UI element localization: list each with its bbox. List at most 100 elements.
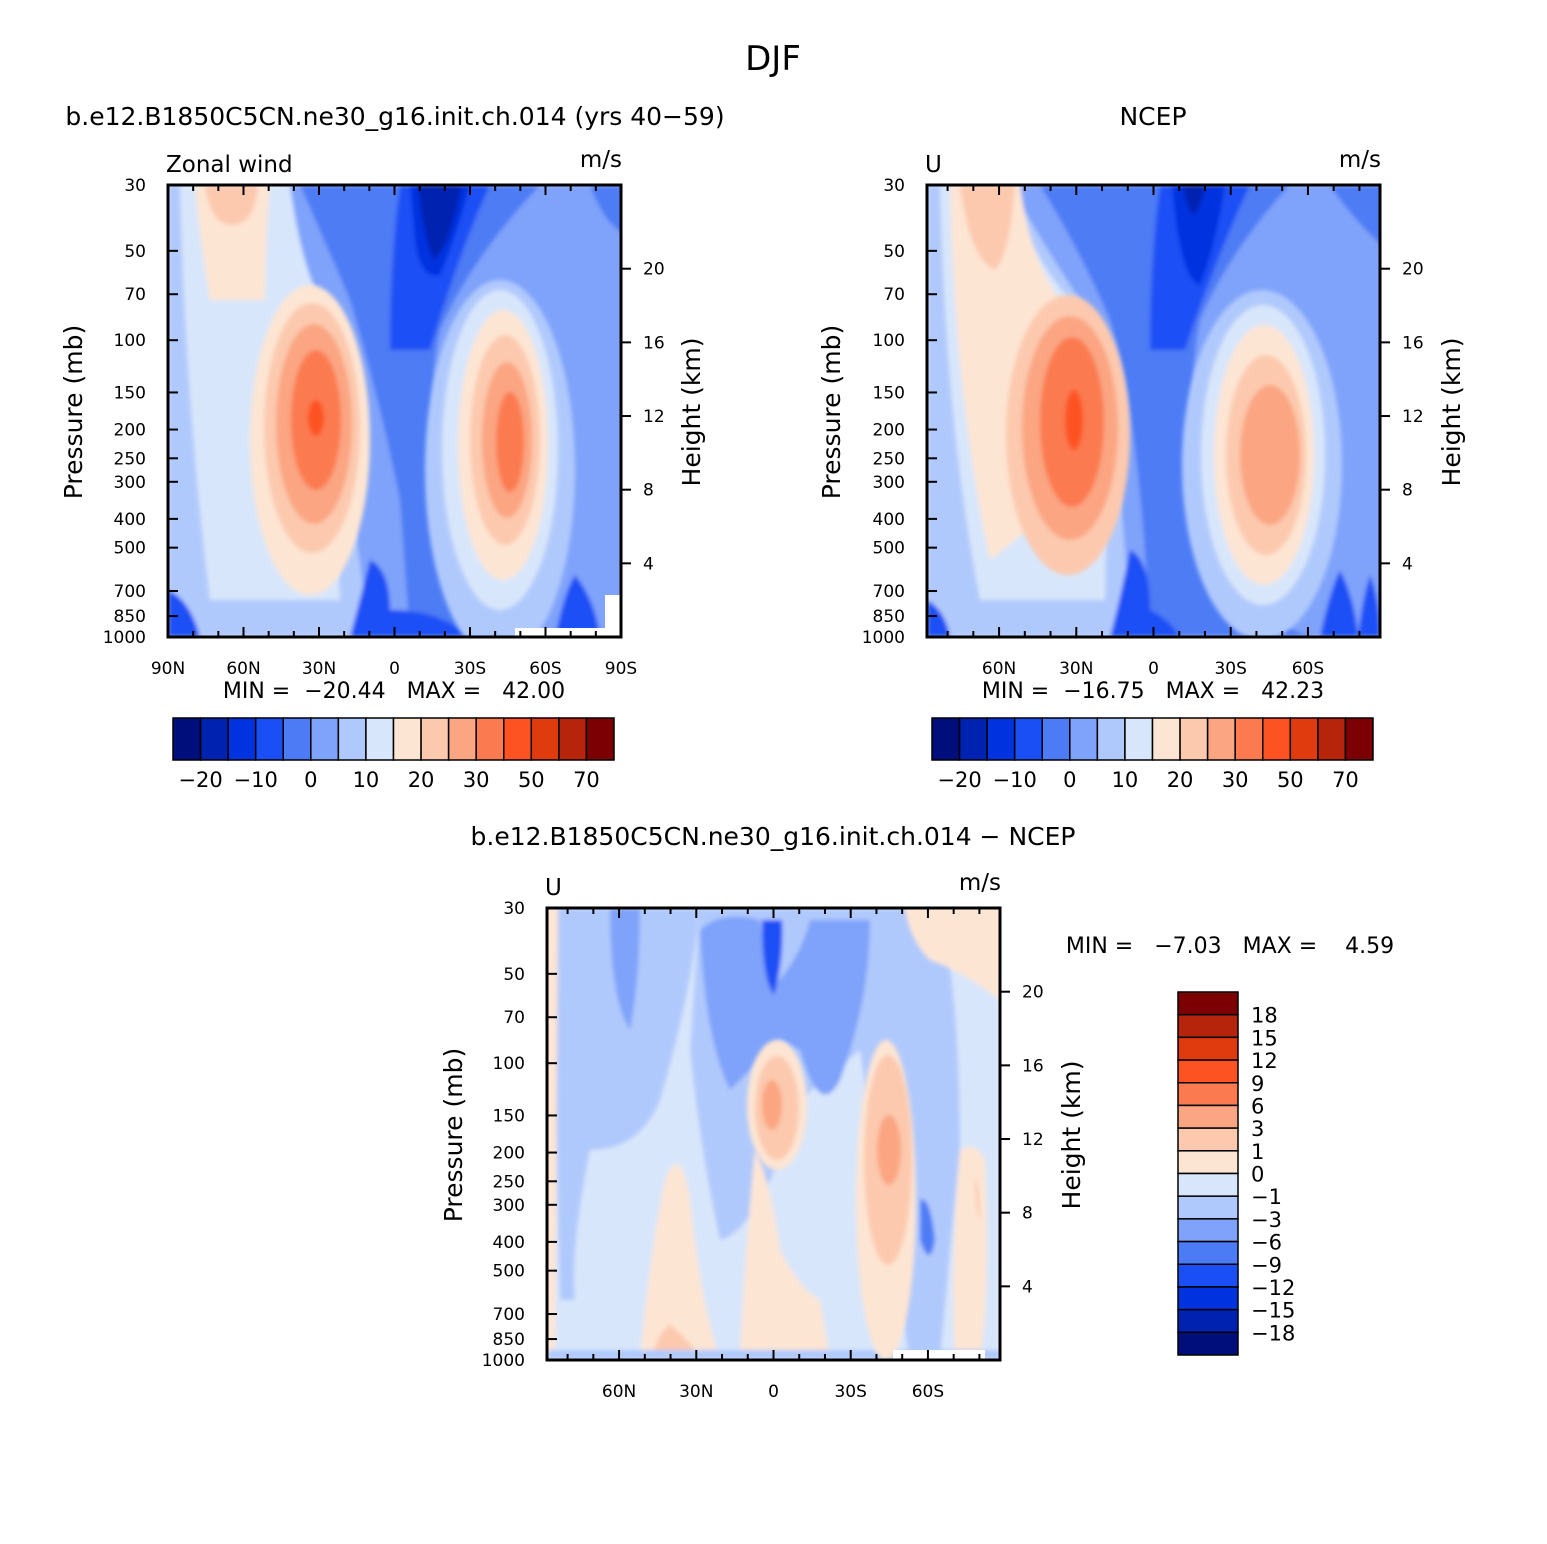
pressure-tick-label: 70: [503, 1008, 525, 1028]
lat-tick-label: 30N: [302, 659, 336, 679]
pressure-tick-label: 30: [883, 176, 905, 196]
colorbar-label: 10: [1112, 768, 1139, 792]
colorbar-swatch: [1177, 1308, 1239, 1334]
height-tick-label: 4: [1022, 1277, 1033, 1297]
height-tick-label: 4: [643, 554, 654, 574]
panel-ncep-y2label: Height (km): [1437, 338, 1466, 487]
pressure-tick-label: 150: [873, 383, 905, 403]
pressure-tick-label: 850: [873, 607, 905, 627]
pressure-tick-label: 50: [883, 242, 905, 262]
colorbar-label: 9: [1251, 1072, 1264, 1096]
panel-ncep-units: m/s: [1339, 147, 1381, 173]
colorbar-swatch: [1177, 1172, 1239, 1197]
pressure-tick-label: 300: [114, 473, 146, 493]
panel-diff-units: m/s: [959, 870, 1001, 896]
colorbar-swatch: [530, 717, 560, 761]
panel-diff-ylabel: Pressure (mb): [439, 1048, 468, 1222]
panel-model-ylabel: Pressure (mb): [59, 325, 88, 499]
colorbar-swatch: [986, 717, 1016, 761]
panel-ncep-lat-axis: 60N 30N 0 30S 60S: [946, 185, 1361, 679]
colorbar-label: −9: [1251, 1253, 1282, 1277]
colorbar-swatch: [503, 717, 533, 761]
pressure-tick-label: 400: [493, 1233, 525, 1253]
height-tick-label: 4: [1402, 554, 1413, 574]
colorbar-swatch: [585, 717, 615, 761]
panel-diff-stats: MIN = −7.03 MAX = 4.59: [1066, 934, 1394, 959]
colorbar-swatch: [1177, 1240, 1239, 1265]
colorbar-label: 0: [1251, 1163, 1264, 1187]
height-tick-label: 16: [1402, 333, 1424, 353]
height-tick-label: 8: [1022, 1204, 1033, 1224]
colorbar-swatch: [1234, 717, 1264, 761]
colorbar-label: 30: [1222, 768, 1249, 792]
panel-model-y2label: Height (km): [677, 338, 706, 487]
colorbar-label: −3: [1251, 1208, 1282, 1232]
colorbar-swatch: [1177, 1059, 1239, 1084]
pressure-tick-label: 70: [124, 285, 146, 305]
panel-ncep-ylabel: Pressure (mb): [817, 325, 846, 499]
colorbar-label: −1: [1251, 1185, 1282, 1209]
colorbar-swatch: [558, 717, 588, 761]
colorbar-label: 50: [518, 768, 545, 792]
colorbar-swatch: [1206, 717, 1236, 761]
colorbar-swatch: [310, 717, 340, 761]
colorbar-swatch: [1177, 1218, 1239, 1243]
panel-model-lat-axis: 90N 60N 30N 0 30S 60S 90S: [151, 185, 637, 679]
height-tick-label: 20: [1402, 260, 1424, 280]
height-tick-label: 12: [1022, 1130, 1044, 1150]
pressure-tick-label: 30: [124, 176, 146, 196]
pressure-tick-label: 700: [873, 582, 905, 602]
height-tick-label: 16: [643, 333, 665, 353]
panel-ncep-stats: MIN = −16.75 MAX = 42.23: [982, 679, 1324, 704]
panel-diff-y2label: Height (km): [1057, 1061, 1086, 1210]
height-tick-label: 16: [1022, 1056, 1044, 1076]
panel-model-height-axis: 20 16 12 8 4: [621, 260, 665, 574]
colorbar-swatch: [199, 717, 229, 761]
pressure-tick-label: 500: [493, 1262, 525, 1282]
lat-tick-label: 30N: [679, 1382, 713, 1402]
pressure-tick-label: 200: [493, 1144, 525, 1164]
pressure-tick-label: 400: [114, 510, 146, 530]
panel-diff-contours: [547, 908, 1000, 1360]
height-tick-label: 20: [1022, 983, 1044, 1003]
colorbar-swatch: [227, 717, 257, 761]
colorbar-swatch: [282, 717, 312, 761]
pressure-tick-label: 1000: [482, 1351, 525, 1371]
colorbar-swatch: [1177, 1331, 1239, 1356]
colorbar-swatch: [1124, 717, 1154, 761]
colorbar-label: 20: [1167, 768, 1194, 792]
colorbar-swatch: [1177, 1036, 1239, 1061]
colorbar-label: 10: [353, 768, 380, 792]
pressure-tick-label: 700: [114, 582, 146, 602]
colorbar-label: −20: [178, 768, 222, 792]
pressure-tick-label: 100: [873, 331, 905, 351]
pressure-tick-label: 70: [883, 285, 905, 305]
pressure-tick-label: 150: [493, 1106, 525, 1126]
lat-tick-label: 30N: [1059, 659, 1093, 679]
panel-diff-left-label: U: [545, 875, 562, 901]
panel-model-stats: MIN = −20.44 MAX = 42.00: [223, 679, 565, 704]
colorbar-swatch: [1177, 1082, 1239, 1107]
colorbar-swatch: [1177, 1286, 1239, 1311]
colorbar-swatch: [1344, 717, 1374, 761]
colorbar-swatch: [392, 717, 422, 761]
pressure-tick-label: 500: [873, 539, 905, 559]
colorbar-label: −15: [1251, 1299, 1295, 1323]
panel-model-colorbar: −20 −10 0 10 20 30 50 70: [172, 717, 615, 792]
panel-diff: b.e12.B1850C5CN.ne30_g16.init.ch.014 − N…: [439, 822, 1394, 1402]
colorbar-swatch: [420, 717, 450, 761]
pressure-tick-label: 200: [114, 421, 146, 441]
lat-tick-label: 90N: [151, 659, 185, 679]
pressure-tick-label: 500: [114, 539, 146, 559]
colorbar-swatch: [1151, 717, 1181, 761]
panel-diff-title: b.e12.B1850C5CN.ne30_g16.init.ch.014 − N…: [471, 822, 1076, 851]
panel-model-units: m/s: [580, 147, 622, 173]
height-tick-label: 8: [643, 481, 654, 501]
pressure-tick-label: 850: [114, 607, 146, 627]
pressure-tick-label: 50: [124, 242, 146, 262]
colorbar-swatch: [1041, 717, 1071, 761]
colorbar-label: 0: [304, 768, 317, 792]
colorbar-swatch: [1177, 1263, 1239, 1288]
